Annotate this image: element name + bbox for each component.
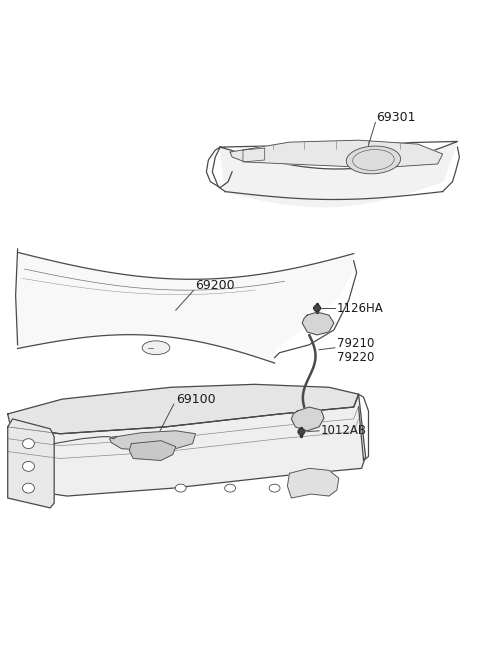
Polygon shape: [8, 384, 359, 434]
Text: 69100: 69100: [176, 392, 216, 405]
Polygon shape: [220, 141, 457, 207]
Polygon shape: [291, 407, 324, 431]
Polygon shape: [8, 419, 54, 508]
Text: 69200: 69200: [195, 279, 235, 292]
Ellipse shape: [23, 483, 35, 493]
Text: 69301: 69301: [376, 111, 416, 124]
Polygon shape: [129, 441, 176, 460]
Polygon shape: [288, 468, 339, 498]
Polygon shape: [109, 431, 195, 451]
Polygon shape: [8, 394, 366, 496]
Ellipse shape: [269, 484, 280, 492]
Ellipse shape: [313, 305, 321, 312]
Ellipse shape: [346, 146, 401, 174]
Text: 79210: 79210: [337, 337, 374, 350]
Ellipse shape: [225, 484, 236, 492]
Ellipse shape: [175, 484, 186, 492]
Polygon shape: [302, 312, 334, 335]
Text: 1012AB: 1012AB: [321, 424, 367, 438]
Ellipse shape: [23, 439, 35, 449]
Text: 1126HA: 1126HA: [337, 302, 384, 314]
Ellipse shape: [23, 461, 35, 472]
Ellipse shape: [298, 428, 305, 435]
Polygon shape: [230, 140, 443, 168]
Polygon shape: [18, 252, 354, 363]
Text: 79220: 79220: [337, 351, 374, 364]
Ellipse shape: [142, 341, 170, 354]
